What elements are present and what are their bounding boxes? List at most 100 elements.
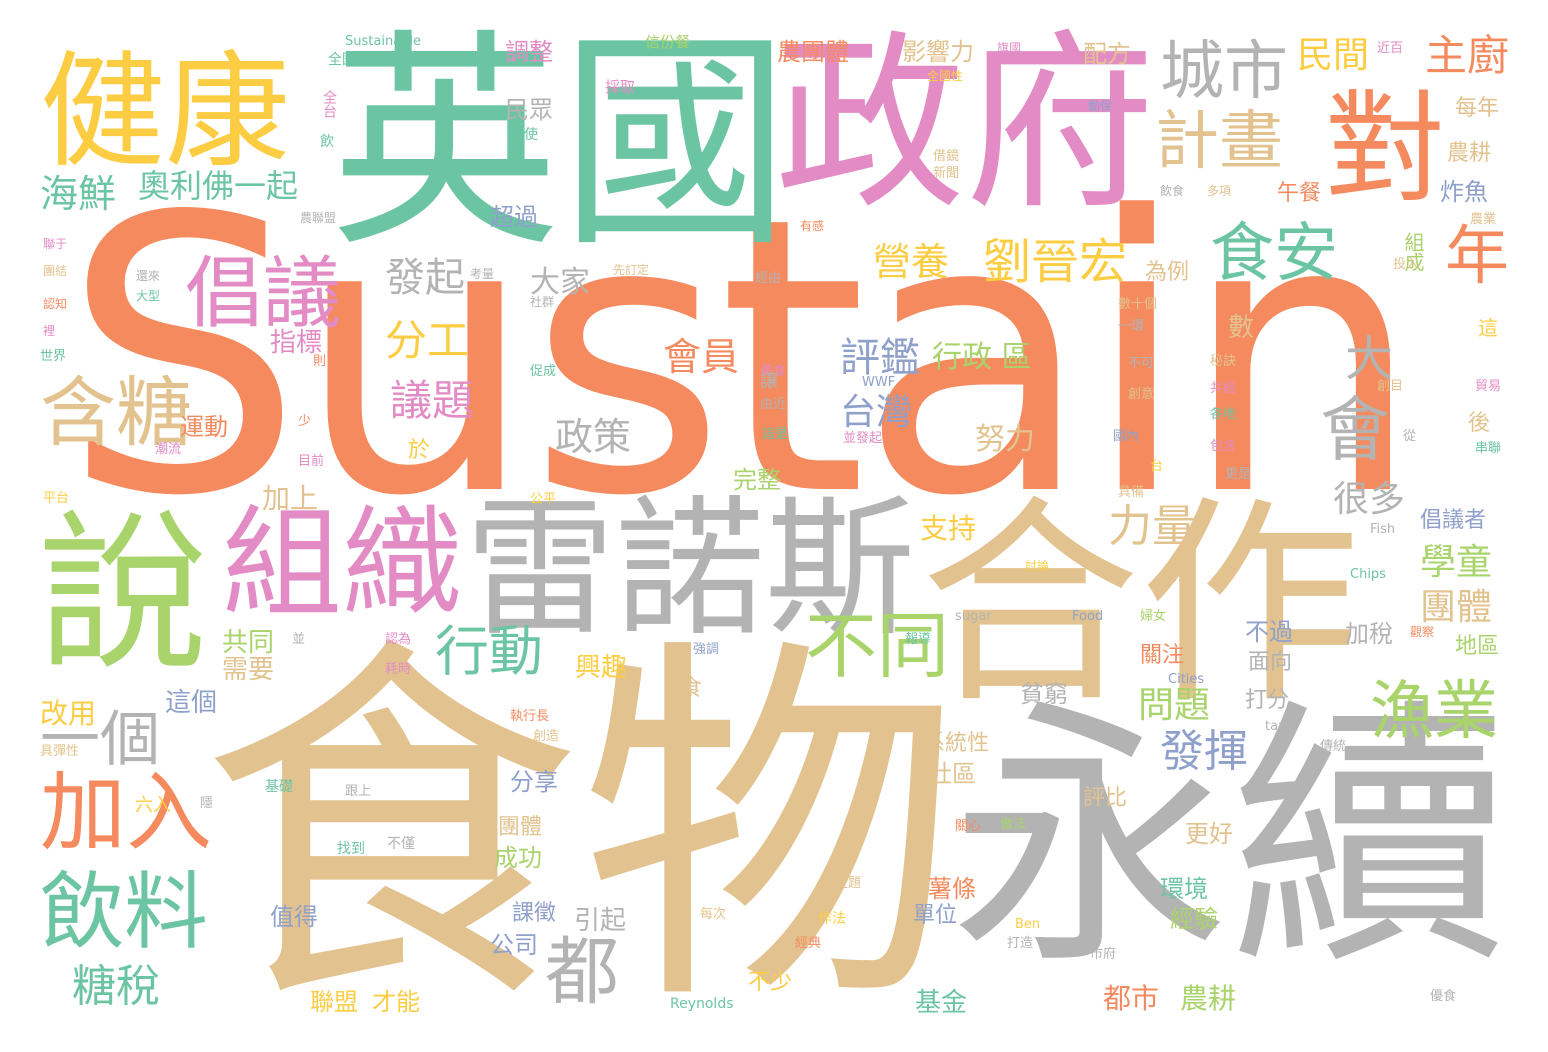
word-gongtong: 共同: [222, 628, 275, 658]
word-huanjing: 環境: [1160, 875, 1208, 903]
word-jiejian: 借鏡: [933, 149, 960, 164]
word-tiaozheng: 調整: [505, 38, 553, 66]
word-dongbao: 動保: [1088, 99, 1113, 113]
word-shijie: 世界: [40, 349, 67, 364]
word-bingfaqi: 並發起: [843, 431, 883, 446]
word-chuantong: 傳統: [1320, 739, 1347, 754]
word-shutiao: 薯條: [928, 875, 976, 903]
word-zhaodao: 找到: [337, 841, 365, 857]
word-butong: 不同: [805, 604, 950, 688]
word-ziran: 自然: [1165, 569, 1192, 584]
word-wanzheng: 完整: [733, 466, 781, 494]
word-tuanti: 團體: [1420, 587, 1493, 628]
word-gushang: 跟上: [345, 784, 372, 799]
word-sustain: Sustain: [62, 136, 1422, 579]
word-daxing: 大型: [136, 289, 161, 303]
word-jingyan: 經驗: [1170, 905, 1218, 933]
word-li: 裡: [43, 324, 56, 338]
word-baodao: 報導: [905, 632, 932, 647]
word-fenxiang: 分享: [510, 768, 558, 796]
word-yundong: 運動: [180, 413, 228, 441]
word-jingdian: 經典: [795, 936, 822, 951]
word-diqu: 地區: [1455, 634, 1500, 659]
word-xuyao: 需要: [222, 655, 275, 685]
word-fagong: 分工: [385, 316, 470, 365]
word-lianyu: 聯于: [43, 237, 68, 251]
word-zhege: 這個: [165, 688, 218, 718]
word-shequ: 社區: [928, 760, 976, 788]
word-xinfen: 信份餐: [645, 33, 691, 51]
word-taolun: 討論: [1025, 559, 1050, 573]
word-xingzhengqu: 行政 區: [932, 340, 1032, 375]
word-yihuan: 一環: [1118, 319, 1145, 334]
word-juyou: 具備: [1118, 485, 1145, 500]
word-reynolds: Reynolds: [670, 996, 734, 1012]
word-gongzu: 共組: [1210, 381, 1237, 396]
word-quanguo: 全國: [328, 52, 356, 68]
word-chips: Chips: [1350, 567, 1386, 582]
word-hezuo: 合作: [920, 477, 1361, 733]
word-quanguoxing: 全國性: [927, 69, 964, 83]
word-taiwan: 台灣: [840, 392, 913, 433]
word-kaoliang: 考量: [470, 267, 495, 281]
word-shequn: 社群: [530, 295, 555, 309]
word-mantang: 優食: [1430, 989, 1457, 1004]
word-haixian: 海鮮: [40, 172, 117, 216]
word-henduo: 很多: [1333, 479, 1406, 520]
word-ji: 隱: [200, 796, 214, 811]
word-du: 都: [545, 929, 619, 1015]
word-pushi: 迫使: [510, 127, 538, 143]
word-yongxu: 永續: [950, 677, 1510, 1003]
word-bujin: 不僅: [387, 836, 415, 852]
word-liliang: 力量: [1108, 501, 1196, 552]
word-zheshi: 這是: [762, 427, 789, 442]
word-chenggong: 成功: [494, 844, 542, 872]
word-caiqu: 採取: [605, 78, 636, 96]
word-tangshui: 糖稅: [72, 961, 160, 1012]
word-shian: 食安: [1210, 217, 1338, 291]
word-zhengce: 政策: [555, 415, 632, 459]
word-sustainable: Sustainable: [345, 34, 422, 49]
word-rang: 讓: [760, 371, 778, 392]
word-yinliao: 飲料: [40, 863, 209, 961]
word-touru: 投入: [1393, 257, 1420, 272]
word-dafen: 打分: [1245, 688, 1290, 713]
word-zhibiao: 指標: [270, 328, 323, 358]
word-gongsi: 公司: [490, 931, 538, 959]
word-nonggeng2: 農耕: [1180, 982, 1237, 1015]
word-nongye: 農業: [1470, 212, 1497, 227]
word-meici: 每次: [700, 907, 727, 922]
word-wenti: 問題: [1138, 685, 1211, 726]
word-zhuchu: 主廚: [1425, 31, 1510, 80]
word-yougan: 有感: [800, 219, 825, 233]
word-wucan: 午餐: [1277, 181, 1322, 206]
word-leinuosi: 雷諾斯: [465, 483, 916, 657]
word-mianxiang: 面向: [1248, 650, 1293, 675]
word-nian: 年: [1445, 220, 1509, 294]
word-gongping: 公平: [530, 492, 557, 507]
word-duoxiang: 多項: [1207, 184, 1232, 198]
word-renwei: 認為: [385, 632, 412, 647]
word-da: 大: [1345, 331, 1394, 387]
word-chuanlian: 串聯: [1475, 441, 1502, 456]
word-gengai: 更好: [1185, 820, 1233, 848]
word-chaoliu: 潮流: [155, 442, 182, 457]
word-tai: 台: [1150, 459, 1164, 474]
word-gengshi: 更是: [1225, 467, 1252, 482]
word-bingjie: 並: [292, 632, 306, 647]
word-pingbi: 評比: [1083, 786, 1128, 811]
word-cucheng: 促成: [530, 364, 557, 379]
word-dushi: 都市: [1103, 982, 1160, 1015]
word-fish: Fish: [1370, 522, 1396, 537]
word-yinqi: 引起: [574, 906, 627, 936]
word-food: Food: [1072, 609, 1104, 624]
word-zuofa2: 作法: [818, 911, 846, 927]
word-zuofa: 做法: [1000, 817, 1027, 832]
word-zhixingzhang: 執行長: [510, 709, 550, 724]
word-dui: 對: [1325, 80, 1445, 219]
word-qiguo: 旗國: [997, 41, 1022, 55]
word-weili: 為例: [1145, 260, 1190, 285]
word-pingtai: 平台: [43, 491, 70, 506]
word-zhuti: 主題: [835, 876, 862, 891]
word-houhou: 後: [1468, 411, 1491, 436]
